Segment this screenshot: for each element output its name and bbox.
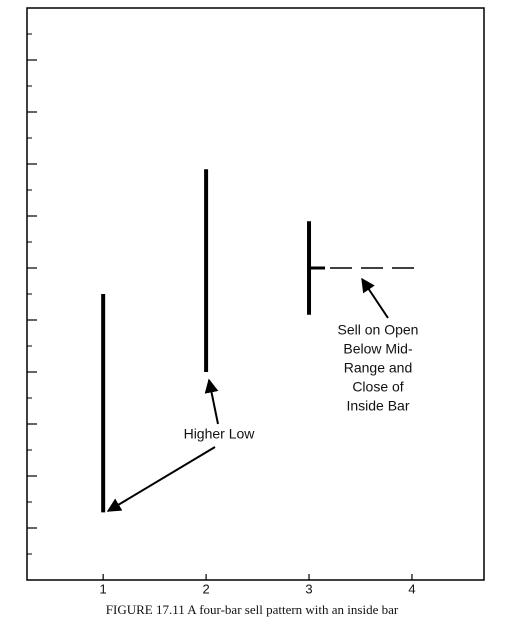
annotation-line: Sell on Open xyxy=(338,322,419,338)
annotation-line: Below Mid- xyxy=(343,341,413,357)
annotation-line: Inside Bar xyxy=(346,398,409,414)
x-tick-label: 2 xyxy=(202,581,209,596)
x-tick-label: 1 xyxy=(100,581,107,596)
annotation: Higher Low xyxy=(184,426,256,442)
arrow xyxy=(204,378,219,425)
x-tick-label: 4 xyxy=(408,581,415,596)
arrow xyxy=(106,446,216,512)
annotation-line: Range and xyxy=(344,360,413,376)
caption: FIGURE 17.11 A four-bar sell pattern wit… xyxy=(106,602,399,617)
arrow xyxy=(361,277,389,319)
sell-annotation: Sell on Open Below Mid- Range and Close … xyxy=(338,322,419,414)
plot-frame xyxy=(26,7,485,581)
annotation-line: Close of xyxy=(352,379,403,395)
x-tick-label: 3 xyxy=(305,581,312,596)
